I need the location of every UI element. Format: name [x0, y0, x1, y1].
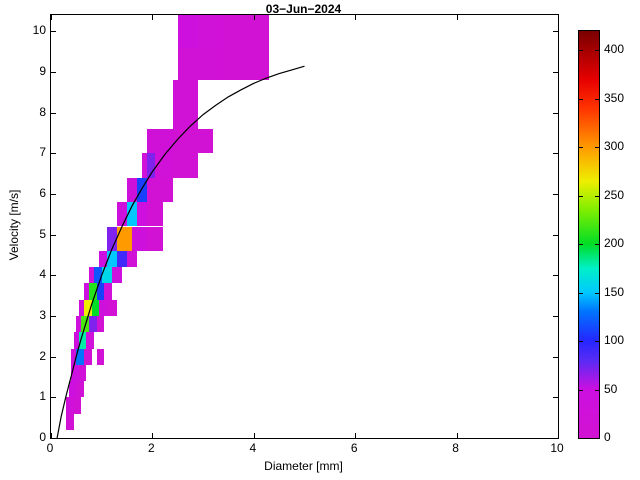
colorbar-tick-label: 50 — [604, 381, 618, 396]
colorbar-tick — [579, 98, 583, 100]
colorbar-tick — [595, 341, 599, 343]
y-tick — [553, 153, 558, 155]
x-tick-label: 4 — [249, 441, 257, 455]
y-tick — [553, 193, 558, 195]
x-tick-label: 2 — [148, 441, 155, 455]
y-tick-label: 8 — [39, 104, 46, 119]
x-tick — [456, 433, 458, 438]
y-tick-label: 2 — [39, 348, 46, 363]
colorbar-tick — [579, 389, 583, 391]
y-tick — [553, 397, 558, 399]
y-tick-label: 4 — [39, 267, 46, 282]
y-tick — [553, 234, 558, 236]
y-tick — [553, 275, 558, 277]
plot-area — [50, 14, 559, 439]
colorbar-tick — [595, 147, 599, 149]
y-tick-label: 3 — [39, 307, 46, 322]
x-tick — [152, 433, 154, 438]
colorbar-tick — [595, 195, 599, 197]
y-tick-label: 10 — [32, 23, 46, 38]
y-tick — [51, 356, 56, 358]
y-tick — [553, 31, 558, 33]
colorbar-tick — [579, 50, 583, 52]
heatmap-cell — [177, 15, 199, 48]
y-axis-label: Velocity [m/s] — [7, 189, 21, 261]
colorbar-tick — [579, 244, 583, 246]
y-tick — [51, 153, 56, 155]
y-tick — [553, 71, 558, 73]
colorbar-tick-label: 0 — [604, 430, 611, 444]
colorbar-tick — [595, 98, 599, 100]
y-tick — [51, 112, 56, 114]
x-tick — [51, 433, 52, 438]
y-tick — [553, 112, 558, 114]
y-tick — [51, 234, 56, 236]
x-tick-label: 6 — [350, 441, 358, 455]
colorbar-tick — [595, 244, 599, 246]
y-tick-label: 1 — [39, 389, 46, 404]
y-tick-label: 0 — [39, 430, 46, 444]
colorbar-tick-label: 250 — [604, 187, 625, 202]
colorbar-tick — [579, 147, 583, 149]
colorbar-tick-label: 350 — [604, 90, 625, 105]
x-tick — [253, 433, 255, 438]
heatmap-cell — [198, 15, 224, 48]
colorbar-tick — [595, 50, 599, 52]
y-tick — [51, 31, 56, 33]
colorbar — [578, 30, 600, 439]
colorbar-tick — [595, 389, 599, 391]
colorbar-tick — [595, 292, 599, 294]
y-tick — [553, 356, 558, 358]
colorbar-tick-label: 200 — [604, 236, 625, 251]
x-tick-label: 0 — [46, 441, 54, 455]
x-tick — [355, 433, 357, 438]
colorbar-tick — [579, 341, 583, 343]
y-tick — [553, 438, 558, 439]
x-tick — [253, 15, 255, 20]
x-tick — [456, 15, 458, 20]
x-axis-label: Diameter [mm] — [264, 459, 343, 473]
x-tick — [558, 15, 559, 20]
x-tick — [51, 15, 52, 20]
y-tick-label: 6 — [39, 185, 46, 200]
x-tick — [152, 15, 154, 20]
y-tick — [51, 397, 56, 399]
y-tick — [51, 71, 56, 73]
colorbar-tick — [595, 438, 599, 439]
heatmap-cell — [223, 15, 269, 48]
y-tick-label: 5 — [39, 226, 46, 241]
y-tick — [51, 193, 56, 195]
x-tick — [355, 15, 357, 20]
y-tick — [51, 275, 56, 277]
x-tick-label: 10 — [550, 441, 564, 455]
colorbar-tick-label: 400 — [604, 42, 625, 57]
y-tick — [51, 438, 56, 439]
colorbar-tick-label: 100 — [604, 333, 625, 348]
x-tick-label: 8 — [452, 441, 459, 455]
colorbar-tick — [579, 195, 583, 197]
y-tick-label: 9 — [39, 63, 46, 78]
colorbar-tick-label: 150 — [604, 284, 625, 299]
x-tick — [558, 433, 559, 438]
chart-title: 03−Jun−2024 — [265, 2, 342, 16]
colorbar-tick-label: 300 — [604, 139, 625, 154]
colorbar-tick — [579, 292, 583, 294]
ticks-layer — [51, 15, 559, 439]
y-tick — [51, 315, 56, 317]
colorbar-tick — [579, 438, 583, 439]
y-tick — [553, 315, 558, 317]
y-tick-label: 7 — [39, 145, 46, 160]
